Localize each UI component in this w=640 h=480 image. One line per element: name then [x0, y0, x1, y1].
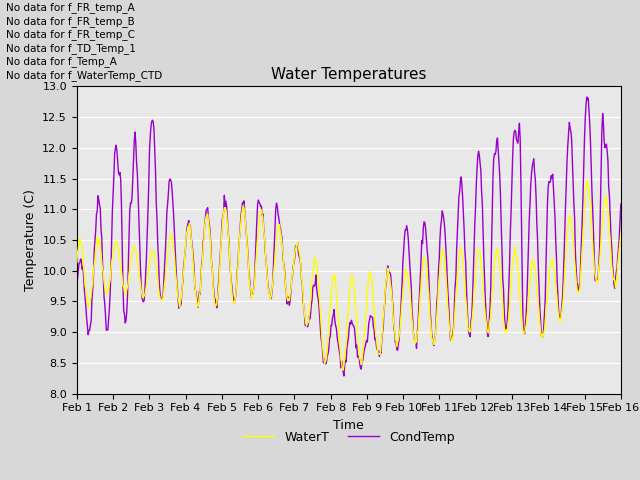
Text: No data for f_TD_Temp_1: No data for f_TD_Temp_1 [6, 43, 136, 54]
WaterT [223, 211, 230, 217]
CondTemp [73, 278, 81, 284]
Legend: WaterT, CondTemp: WaterT, CondTemp [238, 426, 460, 449]
WaterT [431, 333, 439, 339]
WaterT [83, 295, 90, 301]
WaterT [339, 367, 347, 373]
Text: No data for f_Temp_A: No data for f_Temp_A [6, 56, 117, 67]
CondTemp [583, 94, 591, 100]
Text: No data for f_FR_temp_B: No data for f_FR_temp_B [6, 16, 135, 27]
Text: No data for f_FR_temp_A: No data for f_FR_temp_A [6, 2, 135, 13]
Text: No data for f_WaterTemp_CTD: No data for f_WaterTemp_CTD [6, 70, 163, 81]
CondTemp [139, 297, 147, 303]
CondTemp [340, 373, 348, 379]
CondTemp [194, 304, 202, 310]
WaterT [617, 230, 625, 236]
WaterT [139, 295, 147, 300]
WaterT [73, 260, 81, 265]
WaterT [584, 177, 591, 183]
CondTemp [223, 203, 230, 209]
Title: Water Temperatures: Water Temperatures [271, 68, 426, 83]
CondTemp [617, 201, 625, 207]
CondTemp [416, 290, 424, 296]
WaterT [194, 304, 202, 310]
CondTemp [431, 332, 439, 337]
CondTemp [83, 315, 90, 321]
Text: No data for f_FR_temp_C: No data for f_FR_temp_C [6, 29, 136, 40]
Line: CondTemp: CondTemp [77, 97, 621, 376]
WaterT [416, 306, 424, 312]
X-axis label: Time: Time [333, 419, 364, 432]
Line: WaterT: WaterT [77, 180, 621, 370]
Y-axis label: Temperature (C): Temperature (C) [24, 189, 36, 291]
